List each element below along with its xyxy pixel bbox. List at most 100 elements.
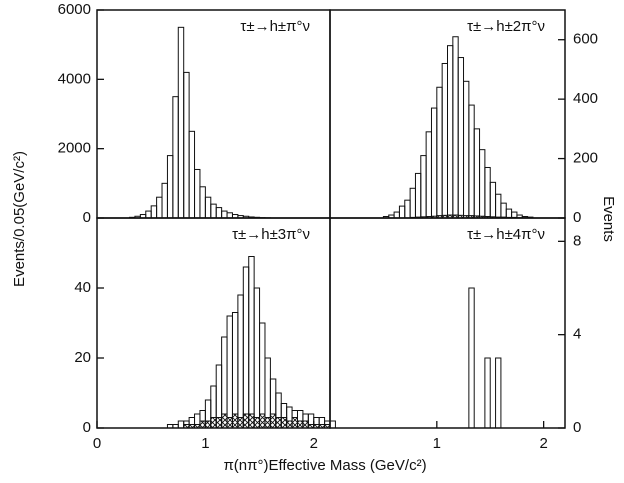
histogram-bin — [479, 149, 486, 219]
y-tick-label: 20 — [74, 349, 91, 366]
histogram-bin — [264, 417, 271, 429]
y-tick-label: 200 — [573, 150, 598, 167]
histogram-bin — [204, 196, 212, 219]
panel-title: τ±→h±2π°ν — [467, 18, 545, 35]
histogram-bin — [156, 196, 163, 219]
histogram-bin — [215, 207, 223, 219]
histogram-bin — [495, 193, 502, 219]
histogram-bin — [286, 420, 293, 429]
y-tick-label: 6000 — [58, 1, 91, 18]
y-tick-label: 0 — [573, 209, 581, 226]
panel-frame — [329, 217, 566, 429]
histogram-bin — [215, 417, 223, 429]
y-tick-label: 40 — [74, 279, 91, 296]
histogram-bin — [226, 417, 233, 429]
panel-title: τ±→h±4π°ν — [467, 226, 545, 243]
histogram-bin — [441, 62, 448, 219]
histogram-bin — [302, 420, 309, 429]
histogram-bin — [484, 166, 491, 219]
x-tick-label: 1 — [433, 435, 441, 452]
histogram-bin — [430, 107, 438, 219]
histogram-bin — [280, 417, 288, 429]
x-tick-label: 2 — [539, 435, 547, 452]
y-tick-label: 0 — [83, 209, 91, 226]
x-axis-label: π(nπ°)Effective Mass (GeV/c²) — [223, 457, 426, 474]
histogram-bin — [253, 287, 261, 429]
histogram-bin — [194, 168, 201, 219]
histogram-bin — [505, 208, 513, 219]
x-tick-label: 1 — [201, 435, 209, 452]
histogram-bin — [150, 205, 158, 219]
x-tick-label: 2 — [310, 435, 318, 452]
histogram-bin — [188, 130, 196, 219]
histogram-bin — [259, 413, 266, 429]
y-tick-label: 0 — [83, 419, 91, 436]
histogram-bin — [204, 420, 212, 429]
y-tick-label: 4 — [573, 326, 581, 343]
histogram-bin — [221, 210, 228, 219]
histogram-bin — [484, 357, 491, 429]
histogram-bin — [172, 96, 179, 219]
y-tick-label: 4000 — [58, 70, 91, 87]
histogram-bin — [425, 131, 432, 219]
histogram-bin — [237, 294, 244, 429]
histogram-bin — [177, 26, 185, 219]
histogram-bin — [242, 266, 250, 429]
histogram-bin — [269, 413, 277, 429]
histogram-bin — [226, 212, 233, 219]
histogram-bin — [145, 210, 152, 219]
histogram-bin — [237, 417, 244, 429]
histogram-bin — [199, 186, 206, 219]
histogram-bin — [253, 417, 261, 429]
x-tick-label: 0 — [93, 435, 101, 452]
histogram-bin — [166, 155, 174, 219]
histogram-bin — [291, 417, 298, 429]
histogram-bin — [231, 413, 239, 429]
histogram-bin — [500, 202, 507, 219]
histogram-bin — [210, 417, 217, 429]
histogram-bin — [275, 417, 282, 429]
histogram-bin — [495, 357, 502, 429]
histogram-bin — [398, 205, 406, 219]
histogram-bin — [226, 315, 233, 429]
panel-frame — [96, 217, 331, 429]
histogram-bin — [420, 155, 427, 219]
y-tick-label: 8 — [573, 232, 581, 249]
histogram-bin — [393, 211, 400, 219]
histogram-bin — [248, 256, 255, 429]
y-tick-label: 600 — [573, 31, 598, 48]
histogram-bin — [436, 86, 443, 219]
histogram-bin — [329, 420, 336, 429]
histogram-bin — [452, 36, 459, 219]
histogram-bin — [489, 181, 497, 219]
y-tick-label: 400 — [573, 90, 598, 107]
histogram-bin — [248, 413, 255, 429]
panel-title: τ±→h±3π°ν — [232, 226, 310, 243]
histogram-bin — [468, 104, 475, 219]
y2-axis-label: Events — [600, 196, 617, 242]
y-axis-label: Events/0.05(GeV/c²) — [11, 151, 28, 287]
histogram-bin — [177, 420, 185, 429]
histogram-bin — [199, 420, 206, 429]
y-tick-label: 0 — [573, 419, 581, 436]
histogram-bin — [404, 199, 411, 219]
histogram-bin — [457, 57, 465, 219]
histogram-bin — [161, 182, 168, 219]
histogram-bin — [259, 322, 266, 429]
histogram-bin — [468, 287, 475, 429]
histogram-bin — [242, 413, 250, 429]
histogram-bin — [473, 128, 481, 219]
histogram-bin — [463, 80, 470, 219]
histogram-bin — [296, 420, 304, 429]
histogram-bin — [414, 172, 422, 219]
panel-title: τ±→h±π°ν — [240, 18, 310, 35]
histogram-bin — [221, 413, 228, 429]
histogram-bin — [409, 187, 416, 219]
histogram-bin — [447, 45, 454, 219]
histogram-bin — [210, 203, 217, 219]
histogram-bin — [183, 71, 190, 219]
panel-frame — [96, 9, 331, 219]
y-tick-label: 2000 — [58, 140, 91, 157]
histogram-bin — [231, 312, 239, 429]
